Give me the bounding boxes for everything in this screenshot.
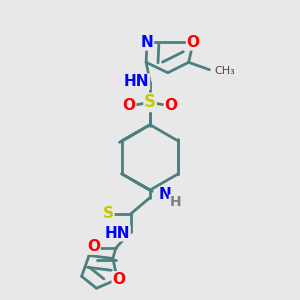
- Text: O: O: [87, 239, 100, 254]
- Text: S: S: [144, 93, 156, 111]
- Text: H: H: [169, 195, 181, 209]
- Text: O: O: [123, 98, 136, 113]
- Text: N: N: [159, 187, 172, 202]
- Text: O: O: [112, 272, 125, 287]
- Text: HN: HN: [124, 74, 149, 89]
- Text: N: N: [141, 35, 153, 50]
- Text: CH₃: CH₃: [214, 66, 235, 76]
- Text: O: O: [164, 98, 177, 113]
- Text: S: S: [103, 206, 114, 221]
- Text: O: O: [187, 35, 200, 50]
- Text: HN: HN: [105, 226, 130, 241]
